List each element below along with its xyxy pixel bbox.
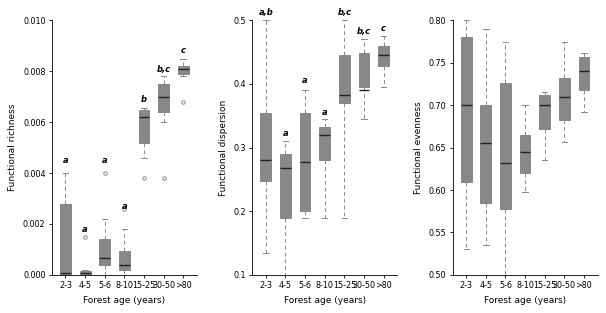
Text: a: a bbox=[122, 202, 127, 211]
PathPatch shape bbox=[579, 57, 589, 90]
X-axis label: Forest age (years): Forest age (years) bbox=[484, 296, 566, 305]
PathPatch shape bbox=[261, 113, 271, 181]
PathPatch shape bbox=[178, 66, 188, 74]
Y-axis label: Functional richness: Functional richness bbox=[8, 104, 18, 191]
Text: b,c: b,c bbox=[357, 27, 371, 36]
PathPatch shape bbox=[158, 84, 169, 112]
PathPatch shape bbox=[339, 55, 350, 103]
Text: a: a bbox=[282, 129, 288, 138]
PathPatch shape bbox=[300, 113, 310, 211]
Y-axis label: Functional dispersion: Functional dispersion bbox=[219, 100, 228, 196]
PathPatch shape bbox=[280, 154, 291, 218]
PathPatch shape bbox=[481, 105, 491, 203]
PathPatch shape bbox=[139, 110, 149, 142]
PathPatch shape bbox=[119, 251, 130, 270]
Text: a: a bbox=[62, 156, 68, 165]
Text: a: a bbox=[302, 76, 308, 85]
PathPatch shape bbox=[378, 46, 389, 66]
Text: b,c: b,c bbox=[338, 8, 351, 17]
Text: a: a bbox=[82, 225, 88, 234]
PathPatch shape bbox=[539, 95, 550, 129]
Text: a: a bbox=[102, 156, 107, 165]
PathPatch shape bbox=[99, 239, 110, 265]
PathPatch shape bbox=[559, 78, 570, 121]
Text: a: a bbox=[322, 108, 327, 117]
PathPatch shape bbox=[319, 126, 330, 160]
PathPatch shape bbox=[60, 203, 71, 274]
PathPatch shape bbox=[461, 37, 471, 182]
Text: b,c: b,c bbox=[156, 65, 171, 74]
Y-axis label: Functional evenness: Functional evenness bbox=[414, 101, 423, 194]
X-axis label: Forest age (years): Forest age (years) bbox=[83, 296, 165, 305]
PathPatch shape bbox=[80, 271, 90, 274]
PathPatch shape bbox=[359, 54, 369, 87]
Text: a,b: a,b bbox=[259, 8, 273, 17]
X-axis label: Forest age (years): Forest age (years) bbox=[284, 296, 366, 305]
Text: c: c bbox=[381, 24, 386, 33]
Text: b: b bbox=[141, 95, 147, 104]
PathPatch shape bbox=[520, 135, 530, 173]
Text: c: c bbox=[181, 46, 185, 55]
PathPatch shape bbox=[500, 83, 511, 209]
